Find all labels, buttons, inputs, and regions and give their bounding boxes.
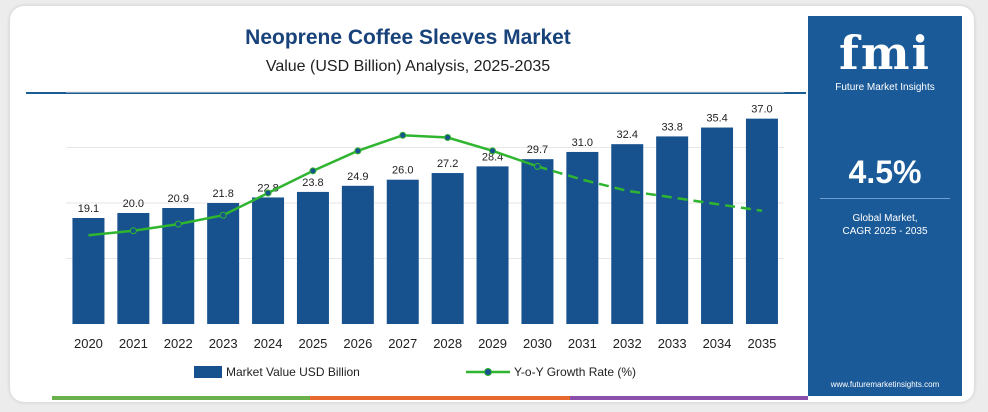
x-tick-2032: 2032 bbox=[613, 336, 642, 351]
bar-2027 bbox=[386, 179, 419, 324]
footer-stripe-green bbox=[52, 396, 310, 400]
fmi-logo: fmi bbox=[839, 26, 931, 80]
title-divider bbox=[26, 92, 806, 94]
x-tick-2027: 2027 bbox=[388, 336, 417, 351]
bar-label-2028: 27.2 bbox=[437, 158, 458, 170]
bar-2029 bbox=[476, 166, 509, 324]
bar-label-2027: 26.0 bbox=[392, 165, 413, 177]
legend-swatch-marker bbox=[484, 368, 492, 376]
bar-2031 bbox=[566, 151, 599, 324]
bar-label-2029: 28.4 bbox=[482, 151, 503, 163]
growth-point-2023 bbox=[219, 211, 227, 219]
bar-2035 bbox=[745, 118, 778, 325]
bar-2030 bbox=[521, 159, 554, 324]
bar-label-2026: 24.9 bbox=[347, 171, 368, 183]
logo-subtext: Future Market Insights bbox=[835, 82, 935, 93]
x-tick-2022: 2022 bbox=[164, 336, 193, 351]
growth-point-2024 bbox=[264, 189, 272, 197]
bar-label-2021: 20.0 bbox=[123, 198, 144, 210]
legend-swatch-bars bbox=[194, 366, 222, 378]
x-tick-2029: 2029 bbox=[478, 336, 507, 351]
growth-point-2030 bbox=[533, 162, 541, 170]
x-tick-2031: 2031 bbox=[568, 336, 597, 351]
bar-2023 bbox=[207, 203, 240, 324]
growth-point-2026 bbox=[354, 147, 362, 155]
growth-point-2028 bbox=[444, 134, 452, 142]
legend-label-bars: Market Value USD Billion bbox=[226, 365, 360, 379]
sidebar-panel: fmi Future Market Insights 4.5% Global M… bbox=[808, 16, 962, 396]
footer-stripe-purple bbox=[570, 396, 808, 400]
bar-2032 bbox=[611, 144, 644, 324]
x-tick-2034: 2034 bbox=[703, 336, 732, 351]
chart-title: Neoprene Coffee Sleeves Market bbox=[245, 26, 571, 49]
x-tick-2035: 2035 bbox=[747, 336, 776, 351]
bar-label-2025: 23.8 bbox=[302, 177, 323, 189]
growth-point-2025 bbox=[309, 167, 317, 175]
growth-line-dashed bbox=[537, 165, 763, 213]
bar-2025 bbox=[296, 191, 329, 324]
growth-point-2027 bbox=[399, 131, 407, 139]
cagr-label-line2: CAGR 2025 - 2035 bbox=[842, 226, 928, 237]
x-tick-2020: 2020 bbox=[74, 336, 103, 351]
x-tick-2026: 2026 bbox=[343, 336, 372, 351]
bar-2033 bbox=[656, 136, 689, 324]
sidebar-divider bbox=[820, 198, 950, 199]
bar-2028 bbox=[431, 173, 464, 324]
growth-point-2022 bbox=[174, 220, 182, 228]
bar-2020 bbox=[72, 217, 105, 324]
bar-label-2022: 20.9 bbox=[168, 193, 189, 205]
bar-label-2033: 33.8 bbox=[661, 121, 682, 133]
website-url[interactable]: www.futuremarketinsights.com bbox=[830, 380, 940, 389]
bar-2026 bbox=[341, 185, 374, 324]
x-tick-2021: 2021 bbox=[119, 336, 148, 351]
bar-label-2031: 31.0 bbox=[572, 137, 593, 149]
bar-label-2032: 32.4 bbox=[617, 129, 638, 141]
bar-label-2034: 35.4 bbox=[706, 113, 727, 125]
chart-card: Neoprene Coffee Sleeves Market Value (US… bbox=[10, 6, 974, 402]
legend-label-line: Y-o-Y Growth Rate (%) bbox=[514, 365, 636, 379]
cagr-label: Global Market, CAGR 2025 - 2035 bbox=[808, 212, 962, 238]
chart-subtitle: Value (USD Billion) Analysis, 2025-2035 bbox=[265, 58, 551, 75]
x-tick-2030: 2030 bbox=[523, 336, 552, 351]
bar-2024 bbox=[252, 197, 285, 324]
bar-label-2023: 21.8 bbox=[212, 188, 233, 200]
cagr-label-line1: Global Market, bbox=[852, 213, 918, 224]
x-tick-2033: 2033 bbox=[658, 336, 687, 351]
growth-point-2029 bbox=[489, 147, 497, 155]
bar-label-2020: 19.1 bbox=[78, 203, 99, 215]
x-tick-2024: 2024 bbox=[254, 336, 283, 351]
cagr-value: 4.5% bbox=[848, 154, 922, 190]
x-tick-2028: 2028 bbox=[433, 336, 462, 351]
market-chart: 19.1202020.0202120.9202221.8202322.82024… bbox=[66, 91, 785, 379]
footer-stripe-orange bbox=[310, 396, 570, 400]
x-tick-2023: 2023 bbox=[209, 336, 238, 351]
x-tick-2025: 2025 bbox=[298, 336, 327, 351]
bar-2034 bbox=[701, 127, 734, 324]
growth-point-2021 bbox=[129, 227, 137, 235]
bar-label-2035: 37.0 bbox=[751, 104, 772, 116]
bar-label-2030: 29.7 bbox=[527, 144, 548, 156]
